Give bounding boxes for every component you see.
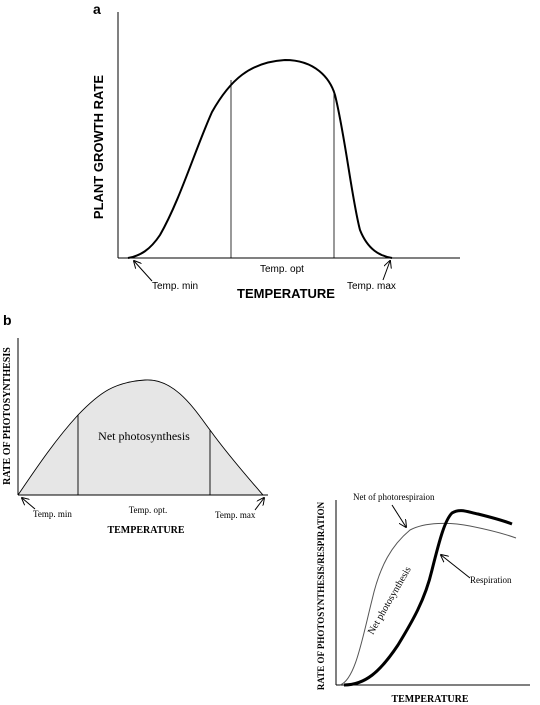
panel-c-x-label: TEMPERATURE <box>391 694 468 705</box>
panel-b-temp-min: Temp. min <box>33 509 72 519</box>
panel-c-net-photorespiration-curve <box>339 522 517 686</box>
panel-b-label: b <box>3 312 12 328</box>
panel-a-temp-max-arrow <box>382 261 390 281</box>
panel-a: a PLANT GROWTH RATE TEMPERATURE Temp. mi… <box>91 1 460 301</box>
panel-c-respiration-arrow <box>441 555 471 579</box>
panel-b-x-label: TEMPERATURE <box>107 525 184 536</box>
panel-a-growth-curve <box>127 58 393 259</box>
panel-b-temp-max-arrow <box>254 498 264 511</box>
panel-a-label: a <box>93 1 101 17</box>
panel-a-temp-opt: Temp. opt <box>260 264 304 275</box>
panel-b-photosynthesis-curve <box>17 379 264 496</box>
panel-a-temp-min-arrow <box>134 261 153 282</box>
panel-a-y-label: PLANT GROWTH RATE <box>91 75 106 220</box>
panel-c-net-photosynthesis-curve <box>343 509 513 687</box>
panel-a-temp-min: Temp. min <box>152 281 198 292</box>
panel-c-respiration-label: Respiration <box>470 575 512 585</box>
panel-c-photorespiration-arrow <box>391 504 406 527</box>
panel-c-y-label: RATE OF PHOTOSYNTHESIS/RESPIRATION <box>316 501 326 690</box>
panel-a-x-label: TEMPERATURE <box>237 286 335 301</box>
panel-b-y-label: RATE OF PHOTOSYNTHESIS <box>2 347 13 485</box>
panel-b: b Net photosynthesis RATE OF PHOTOSYNTHE… <box>2 312 268 536</box>
panel-c-photorespiration-label: Net of photorespiraion <box>353 492 435 502</box>
panel-c: RATE OF PHOTOSYNTHESIS/RESPIRATION TEMPE… <box>316 492 530 705</box>
panel-c-net-photosynthesis-label: Net photosynthesis <box>366 565 414 637</box>
panel-b-temp-max: Temp. max <box>215 510 256 520</box>
panel-b-temp-opt: Temp. opt. <box>129 505 168 515</box>
panel-b-area-fill <box>18 379 263 495</box>
panel-b-temp-min-arrow <box>22 498 36 510</box>
panel-b-area-label: Net photosynthesis <box>98 429 190 443</box>
panel-a-temp-max: Temp. max <box>347 281 396 292</box>
